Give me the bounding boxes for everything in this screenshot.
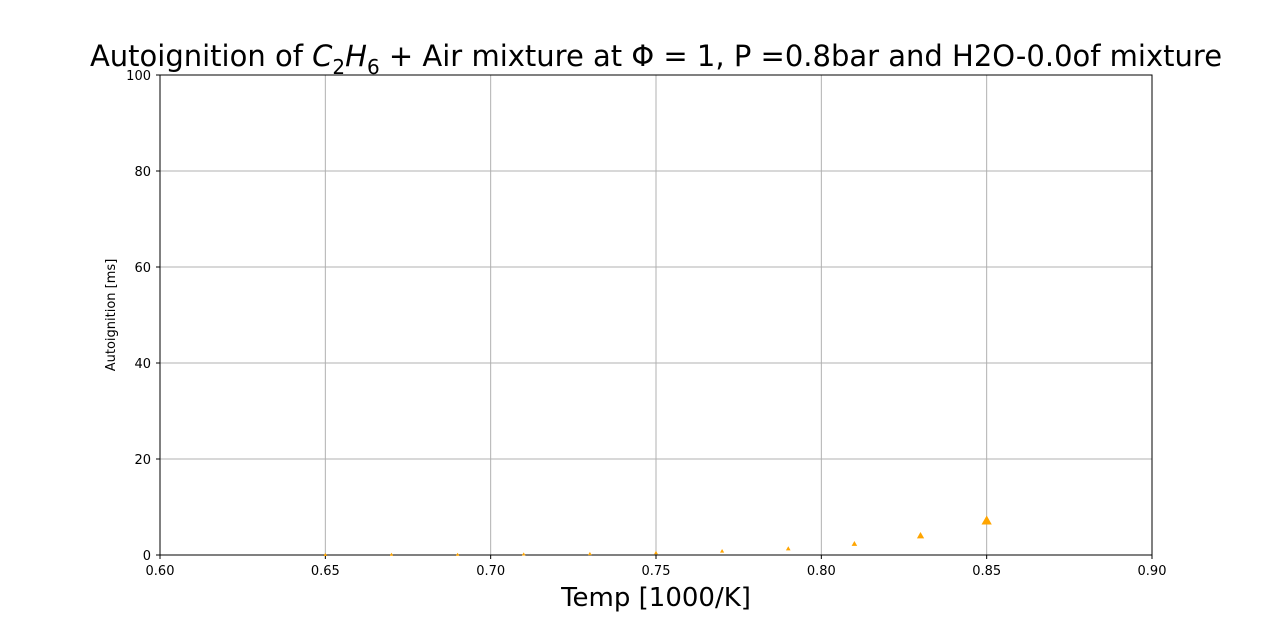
title-species-h-sub: 6 — [367, 55, 380, 79]
title-species-c: C — [312, 39, 333, 73]
x-tick-label-5: 0.85 — [972, 564, 1001, 579]
data-points — [323, 515, 992, 556]
title-species-c-sub: 2 — [332, 55, 345, 79]
y-axis: 0 20 40 60 80 100 — [126, 69, 160, 564]
chart-title: Autoignition of C2H6 + Air mixture at Φ … — [90, 39, 1222, 79]
data-point-0-1 — [389, 552, 394, 556]
x-tick-label-0: 0.60 — [146, 564, 175, 579]
data-point-0-8 — [851, 541, 858, 546]
data-point-0-5 — [654, 550, 658, 555]
data-point-0-4 — [588, 551, 592, 556]
x-tick-label-4: 0.80 — [807, 564, 836, 579]
data-point-0-7 — [785, 546, 791, 551]
y-tick-label-4: 80 — [134, 165, 151, 180]
data-point-0-0 — [323, 552, 328, 556]
data-point-0-10 — [981, 515, 992, 525]
y-axis-title: Autoignition [ms] — [104, 259, 119, 372]
title-species-h: H — [345, 39, 367, 73]
y-tick-label-1: 20 — [134, 453, 151, 468]
data-point-0-2 — [455, 552, 460, 556]
title-suffix: + Air mixture at Φ = 1, P =0.8bar and H2… — [380, 39, 1222, 73]
data-point-0-9 — [916, 532, 925, 539]
x-tick-label-2: 0.70 — [476, 564, 505, 579]
data-point-0-3 — [521, 552, 526, 556]
title-prefix: Autoignition of — [90, 39, 312, 73]
y-tick-label-3: 60 — [134, 261, 151, 276]
x-axis-title: Temp [1000/K] — [560, 583, 751, 613]
x-tick-label-3: 0.75 — [642, 564, 671, 579]
y-tick-label-2: 40 — [134, 357, 151, 372]
y-tick-label-5: 100 — [126, 69, 151, 84]
x-tick-label-1: 0.65 — [311, 564, 340, 579]
x-tick-label-6: 0.90 — [1138, 564, 1167, 579]
y-tick-label-0: 0 — [143, 549, 151, 564]
grid-lines — [159, 74, 1153, 556]
x-axis: 0.60 0.65 0.70 0.75 0.80 0.85 0.90 — [146, 555, 1167, 579]
data-point-0-6 — [720, 549, 725, 553]
